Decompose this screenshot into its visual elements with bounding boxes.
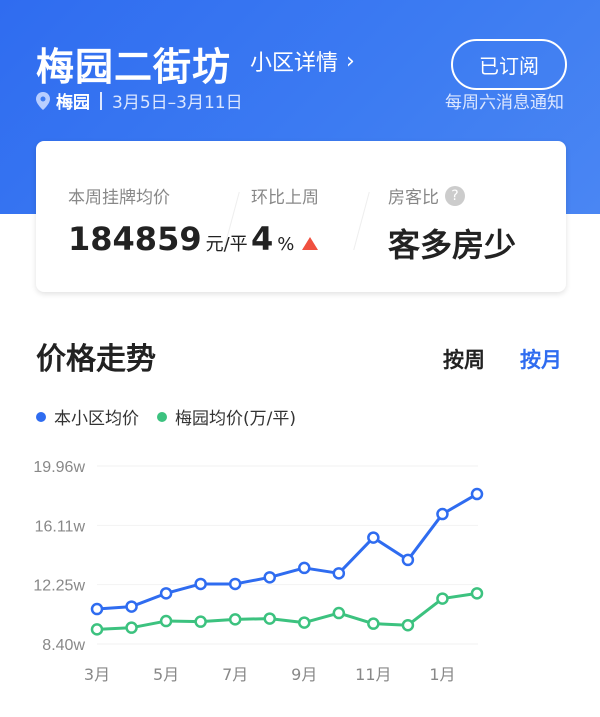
data-point xyxy=(90,602,104,616)
section-title: 价格走势 xyxy=(36,342,156,377)
stat-unit: % xyxy=(277,234,295,255)
legend-label: 梅园均价(万/平) xyxy=(175,409,296,429)
data-point xyxy=(263,571,276,584)
legend-dot-icon xyxy=(157,411,167,422)
data-point xyxy=(228,613,242,626)
data-point xyxy=(125,621,138,634)
detail-link-label: 小区详情 xyxy=(250,51,339,76)
stat-label: 本周挂牌均价 xyxy=(68,188,170,208)
tab-weekly[interactable]: 按周 xyxy=(443,348,485,372)
area-name: 梅园 xyxy=(56,93,90,113)
data-point xyxy=(298,561,311,575)
legend-label: 本小区均价 xyxy=(54,409,139,429)
stat-avg-price: 本周挂牌均价 184859 元/平 xyxy=(68,183,248,258)
data-point xyxy=(401,553,415,567)
stat-value: 4 xyxy=(251,220,274,258)
divider xyxy=(353,191,370,251)
x-tick-label: 3月 xyxy=(84,665,110,684)
y-tick-label: 16.11w xyxy=(35,518,86,535)
chart-legend: 本小区均价 梅园均价(万/平) xyxy=(36,404,296,429)
x-tick-label: 5月 xyxy=(153,665,179,684)
data-point xyxy=(470,587,484,600)
subscribe-button[interactable]: 已订阅 xyxy=(451,39,567,90)
series-line xyxy=(96,492,478,611)
stat-ratio: 房客比? 客多房少 xyxy=(388,183,516,266)
legend-item: 本小区均价 xyxy=(36,404,139,429)
x-tick-label: 7月 xyxy=(222,665,248,684)
data-point xyxy=(332,567,346,580)
data-point xyxy=(332,606,346,620)
x-tick-label: 1月 xyxy=(429,665,455,684)
legend-item: 梅园均价(万/平) xyxy=(157,404,296,429)
stat-value: 客多房少 xyxy=(388,226,517,264)
data-point xyxy=(194,615,207,628)
data-point xyxy=(263,612,276,625)
price-trend-chart: 19.96w 16.11w 12.25w 8.40w 3月 5月 7月 9月 11月 1月 xyxy=(33,459,484,684)
x-tick-label: 11月 xyxy=(355,665,391,684)
location-line: 梅园 3月5日–3月11日 xyxy=(36,88,243,113)
data-point xyxy=(159,614,173,628)
data-point xyxy=(470,487,484,501)
trend-up-icon xyxy=(302,237,319,250)
data-point xyxy=(194,577,207,591)
stat-label: 房客比 xyxy=(388,188,439,208)
notify-text: 每周六消息通知 xyxy=(445,93,564,113)
divider xyxy=(100,91,102,110)
stat-label: 环比上周 xyxy=(251,188,319,208)
location-pin-icon xyxy=(36,91,50,110)
date-range: 3月5日–3月11日 xyxy=(112,93,243,113)
data-point xyxy=(298,616,311,629)
stat-unit: 元/平 xyxy=(205,234,248,255)
stat-value: 184859 xyxy=(68,220,202,258)
community-detail-link[interactable]: 小区详情 › xyxy=(250,45,355,77)
y-tick-label: 12.25w xyxy=(33,578,85,595)
data-point xyxy=(436,592,449,605)
stat-wow: 环比上周 4% xyxy=(251,183,319,258)
data-point xyxy=(436,507,449,521)
data-point xyxy=(367,617,380,630)
chevron-right-icon: › xyxy=(346,48,355,74)
stats-card: 本周挂牌均价 184859 元/平 环比上周 4% 房客比? 客多房少 xyxy=(36,141,566,292)
data-point xyxy=(90,623,104,636)
data-point xyxy=(367,531,380,544)
legend-dot-icon xyxy=(36,411,46,422)
help-icon[interactable]: ? xyxy=(445,185,465,206)
y-tick-label: 8.40w xyxy=(42,637,85,654)
y-tick-label: 19.96w xyxy=(33,459,85,476)
data-point xyxy=(401,618,415,632)
x-tick-label: 9月 xyxy=(291,665,317,684)
tab-monthly[interactable]: 按月 xyxy=(520,348,562,372)
data-point xyxy=(125,600,138,613)
data-point xyxy=(228,577,242,591)
page-title: 梅园二街坊 xyxy=(36,45,232,89)
data-point xyxy=(159,587,173,600)
